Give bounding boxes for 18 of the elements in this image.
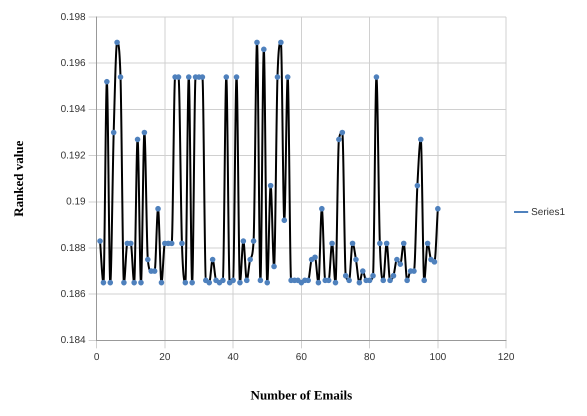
y-tick-label: 0.198 bbox=[60, 12, 86, 23]
x-tick-label: 60 bbox=[296, 352, 308, 364]
y-tick-label: 0.194 bbox=[60, 104, 86, 116]
x-tick-label: 20 bbox=[159, 352, 171, 364]
y-tick-label: 0.186 bbox=[60, 288, 86, 300]
y-tick-label: 0.196 bbox=[60, 58, 86, 69]
y-tick-label: 0.188 bbox=[60, 242, 86, 254]
y-tick-label: 0.192 bbox=[60, 150, 86, 162]
y-axis-title: Ranked value bbox=[11, 140, 26, 217]
x-axis-title: Number of Emails bbox=[250, 388, 352, 403]
x-tick-label: 0 bbox=[94, 352, 100, 364]
x-tick-label: 40 bbox=[228, 352, 240, 364]
x-tick-label: 100 bbox=[430, 352, 447, 364]
x-tick-label: 80 bbox=[364, 352, 376, 364]
y-tick-label: 0.184 bbox=[60, 335, 86, 346]
legend-label: Series1 bbox=[531, 206, 566, 218]
y-tick-label: 0.19 bbox=[66, 196, 86, 208]
x-tick-label: 120 bbox=[498, 352, 515, 364]
